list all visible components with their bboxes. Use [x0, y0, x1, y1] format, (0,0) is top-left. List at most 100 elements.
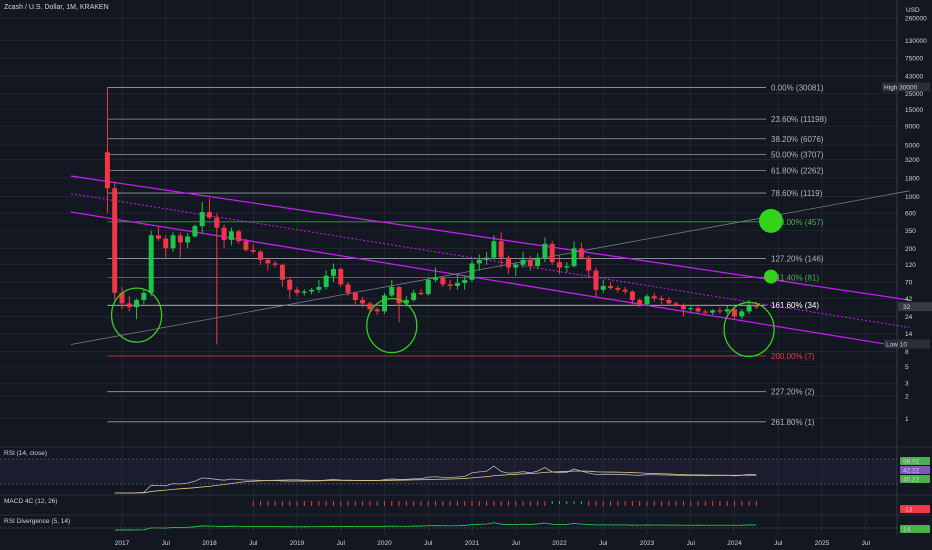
candle-body [207, 212, 212, 218]
highlight-circle[interactable] [723, 301, 775, 358]
candle-body [323, 275, 329, 287]
candle-body [535, 257, 541, 267]
macd-bar [580, 501, 582, 504]
macd-bar [471, 501, 473, 506]
macd-bar [267, 501, 269, 506]
candle-body [170, 235, 176, 249]
x-tick-label: 2025 [815, 540, 830, 547]
macd-bar [311, 501, 313, 506]
candle-body [396, 286, 402, 304]
x-tick-label: Jul [162, 540, 171, 547]
candle-body [593, 270, 599, 290]
fib-label: 141.40% (81) [771, 273, 819, 282]
candle-body [491, 241, 497, 258]
trend-line[interactable] [70, 190, 910, 345]
x-tick-label: 2023 [640, 540, 655, 547]
candle-body [287, 279, 293, 290]
rsi-ma-line [114, 470, 757, 494]
candle-body [513, 264, 519, 268]
macd-bar [682, 501, 684, 506]
macd-bar [610, 501, 612, 506]
candle-body [578, 248, 584, 258]
fib-label: 127.20% (146) [771, 254, 824, 263]
x-tick-label: 2019 [290, 540, 305, 547]
macd-bar [413, 501, 415, 506]
candle-body [637, 300, 643, 305]
symbol-title: Zcash / U.S. Dollar, 1M, KRAKEN [4, 4, 109, 11]
fib-label: 261.80% (1) [771, 418, 815, 427]
annotation-circles[interactable] [110, 208, 783, 358]
y-tick-label: 5 [905, 364, 909, 371]
x-tick-label: Jul [687, 540, 696, 547]
y-tick-label: 42 [905, 296, 913, 303]
macd-bar [464, 501, 466, 506]
candle-body [476, 259, 482, 264]
macd-bar [340, 501, 342, 506]
x-tick-label: 2024 [727, 540, 742, 547]
candle-body [352, 292, 358, 301]
candle-body [360, 300, 366, 304]
y-tick-label: 24 [905, 314, 913, 321]
macd-bar [435, 501, 437, 506]
channel-line[interactable] [70, 211, 910, 349]
indicator-label: MACD 4C (12, 26) [4, 498, 57, 505]
y-tick-label: 3200 [905, 157, 920, 164]
macd-bar [631, 501, 633, 506]
candle-body [505, 257, 511, 268]
candle-body [680, 305, 686, 310]
macd-bar [566, 501, 568, 504]
y-tick-label: 1800 [905, 175, 920, 182]
candle-body [272, 263, 278, 265]
highlight-dot[interactable] [763, 269, 778, 284]
x-tick-label: 2022 [552, 540, 567, 547]
fib-label: 0.00% (30081) [771, 83, 824, 92]
macd-bar [391, 501, 393, 506]
highlight-circle[interactable] [366, 297, 418, 354]
macd-bar [537, 501, 539, 506]
candle-body [695, 308, 701, 312]
fib-retracement[interactable]: 0.00% (30081) 23.60% (11198) 38.20% (6076)… [107, 83, 827, 427]
x-tick-label: Jul [599, 540, 608, 547]
candle-body [651, 296, 657, 299]
candle-body [301, 291, 307, 293]
grid [0, 0, 898, 535]
macd-bar [507, 501, 509, 506]
candle-body [615, 288, 621, 290]
indicator-value: -13 [903, 507, 913, 514]
low-price-label: Low 10 [886, 342, 907, 349]
candle-body [710, 310, 716, 313]
macd-bar [456, 501, 458, 506]
candle-body [112, 188, 118, 293]
y-tick-label: 120 [905, 262, 916, 269]
candle-body [425, 279, 431, 295]
fib-label: 200.00% (7) [771, 352, 815, 361]
highlight-dot[interactable] [758, 208, 783, 233]
macd-bar [522, 501, 524, 506]
candle-body [177, 235, 183, 243]
y-tick-label: 2 [905, 394, 909, 401]
candle-body [418, 292, 424, 295]
macd-bar [741, 501, 743, 506]
candle-body [104, 152, 110, 189]
candle-body [724, 309, 730, 312]
x-axis[interactable]: 2017 Jul 2018 Jul 2019 Jul 2020 Jul 2021 Jul 2022 J… [115, 540, 871, 547]
highlight-circle[interactable] [110, 287, 163, 343]
high-price-label: High 30000 [884, 85, 918, 92]
y-axis[interactable]: USD2600001300007500043000250001500090005… [882, 7, 932, 423]
candle-body [557, 262, 562, 268]
macd-bar [274, 501, 276, 506]
candle-body [250, 249, 256, 252]
candle-body [214, 217, 220, 228]
candle-body [330, 269, 336, 276]
y-tick-label: 5000 [905, 143, 920, 150]
candle-body [447, 284, 453, 286]
candle-body [265, 259, 271, 264]
x-tick-label: 2020 [377, 540, 392, 547]
macd-bar [354, 501, 356, 506]
candle-body [192, 226, 198, 237]
fib-label: 38.20% (6076) [771, 135, 824, 144]
macd-bar [529, 501, 531, 506]
indicator-value: 40.22 [903, 477, 920, 484]
macd-bar [712, 501, 714, 506]
